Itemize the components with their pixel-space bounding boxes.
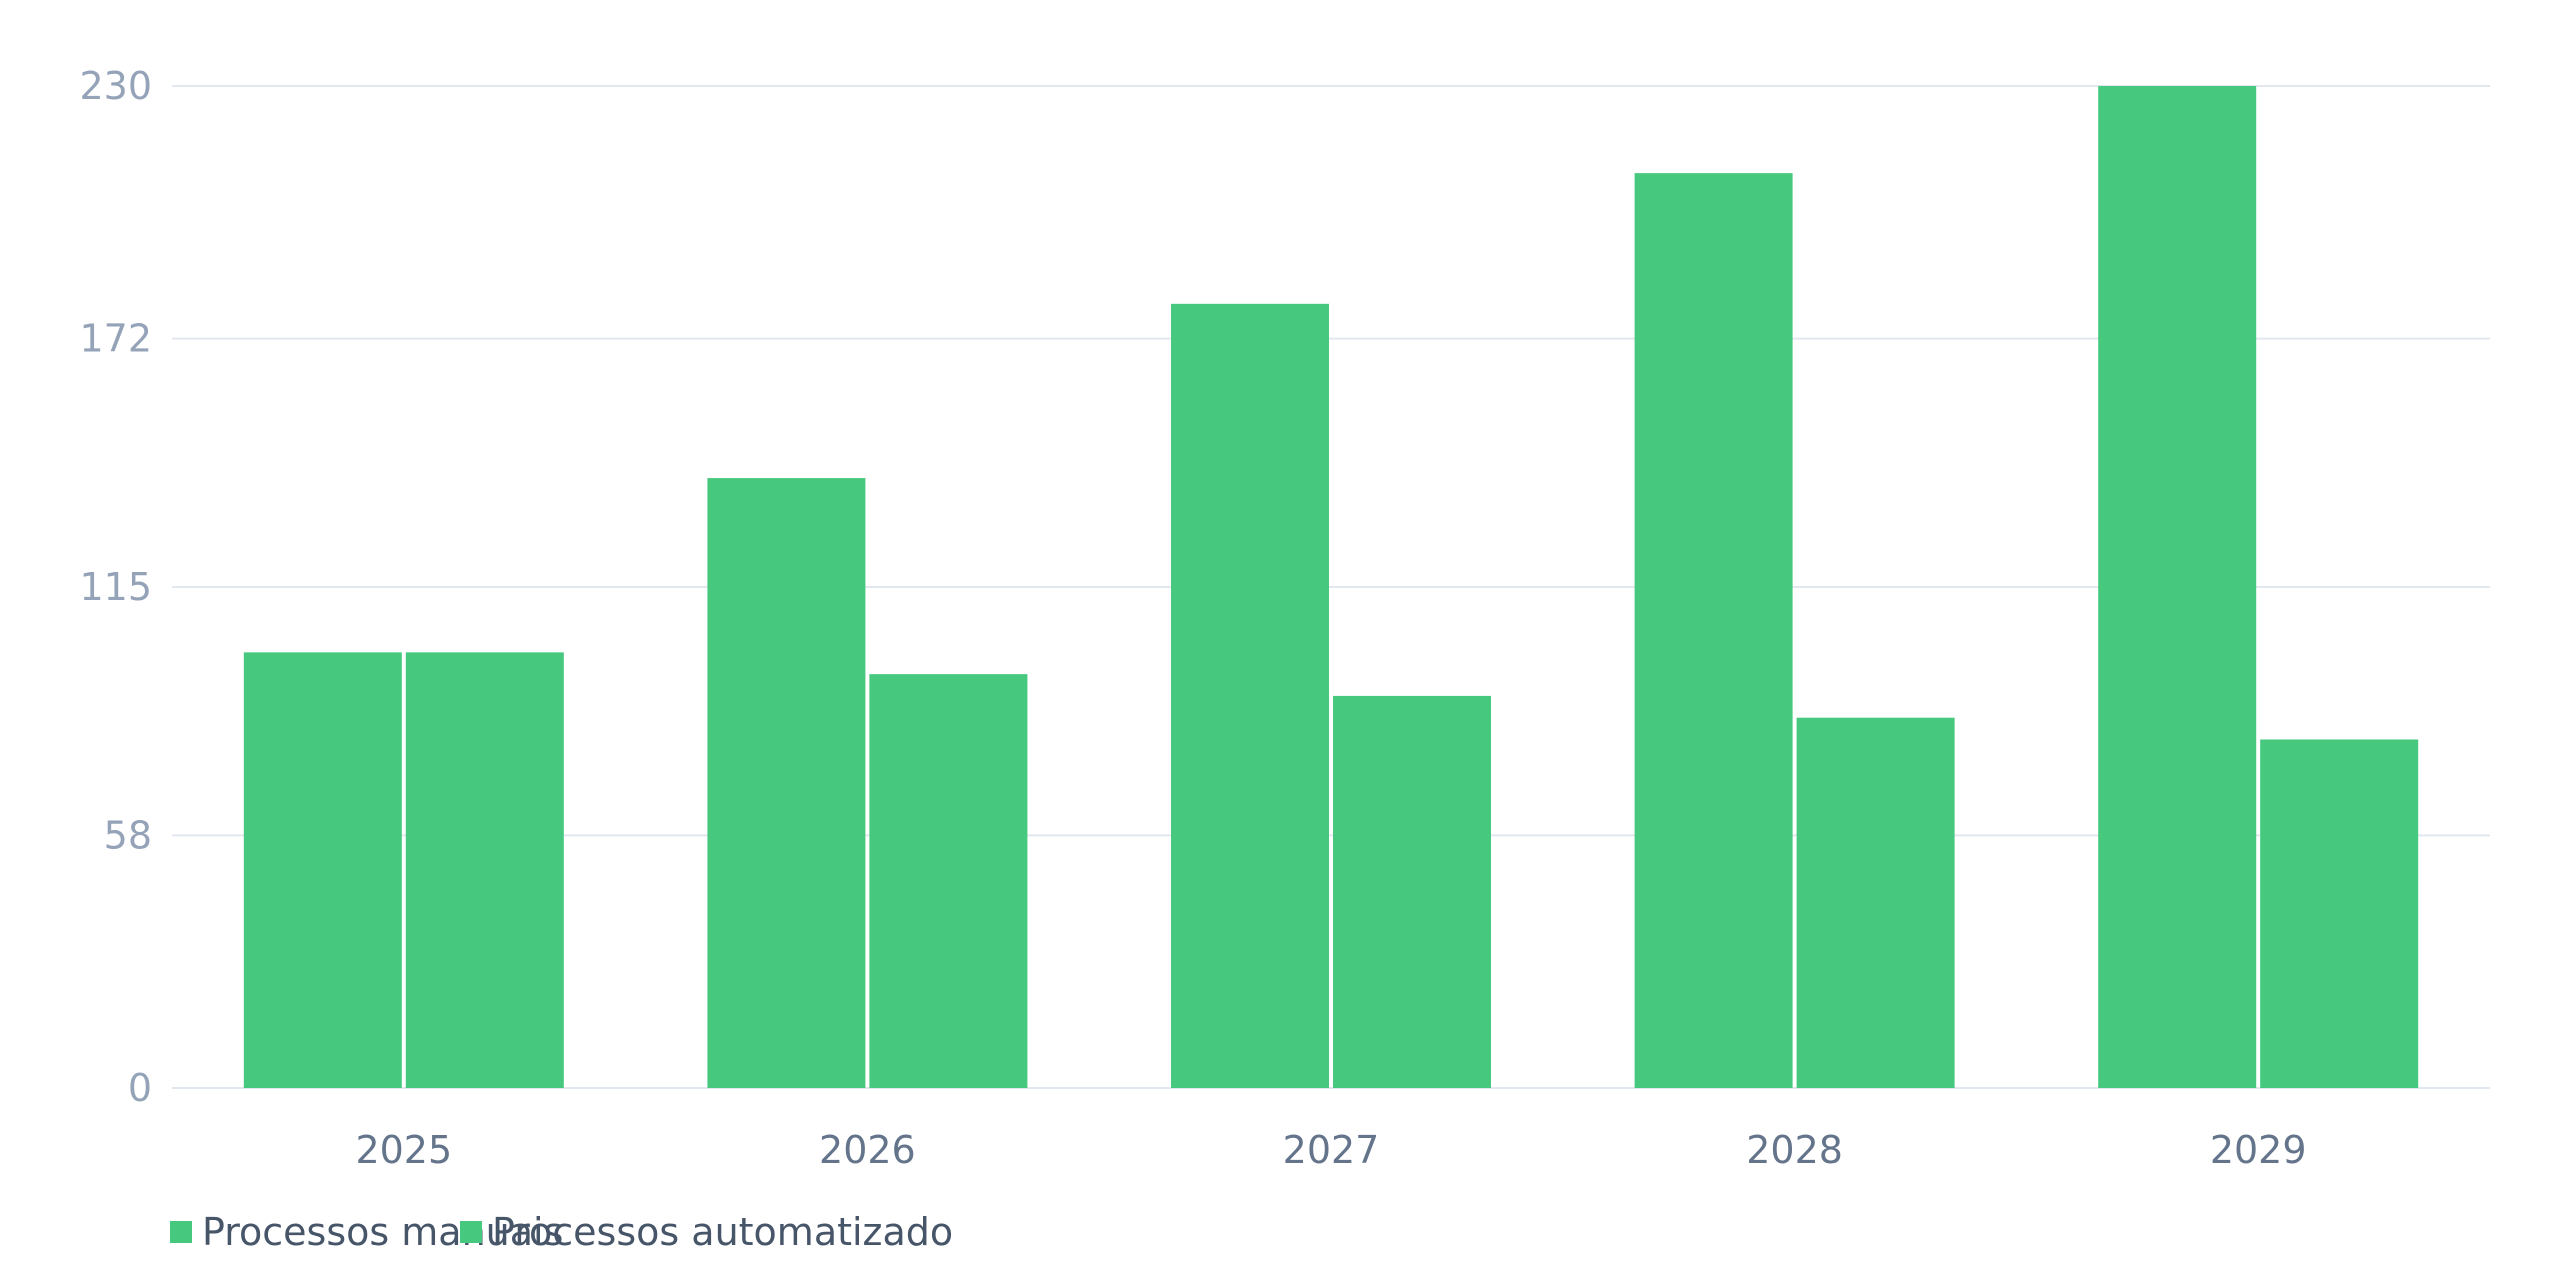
legend-swatch-automated <box>460 1221 482 1243</box>
legend-label-automated: Processos automatizado <box>492 1210 954 1254</box>
legend-swatch-manual <box>170 1221 192 1243</box>
legend-label-manual: Processos manuais <box>202 1210 564 1254</box>
y-tick-label: 230 <box>79 64 152 108</box>
x-axis: 2025 2026 2027 2028 2029 <box>355 1128 2306 1172</box>
x-tick-label: 2026 <box>819 1128 916 1172</box>
bar-automated-2028[interactable] <box>1796 717 1955 1088</box>
bar-manual-2026[interactable] <box>707 478 866 1089</box>
y-tick-label: 58 <box>104 813 152 857</box>
x-tick-label: 2029 <box>2210 1128 2307 1172</box>
bar-manual-2028[interactable] <box>1634 173 1793 1088</box>
bar-automated-2026[interactable] <box>869 674 1028 1088</box>
bar-manual-2025[interactable] <box>243 652 402 1088</box>
bar-automated-2025[interactable] <box>405 652 564 1088</box>
bars <box>243 86 2419 1089</box>
legend-item-manual[interactable]: Processos manuais <box>170 1210 563 1254</box>
y-tick-label: 0 <box>128 1066 152 1110</box>
bar-manual-2029[interactable] <box>2098 86 2257 1088</box>
bar-automated-2029[interactable] <box>2260 739 2419 1088</box>
y-tick-label: 115 <box>79 565 152 609</box>
y-axis: 0 58 115 172 230 <box>79 64 152 1110</box>
y-tick-label: 172 <box>79 317 152 361</box>
x-tick-label: 2025 <box>355 1128 452 1172</box>
x-tick-label: 2028 <box>1746 1128 1843 1172</box>
legend-item-automated[interactable]: Processos automatizado <box>460 1210 953 1254</box>
x-tick-label: 2027 <box>1283 1128 1380 1172</box>
bar-manual-2027[interactable] <box>1171 303 1329 1089</box>
bar-automated-2027[interactable] <box>1333 695 1491 1088</box>
